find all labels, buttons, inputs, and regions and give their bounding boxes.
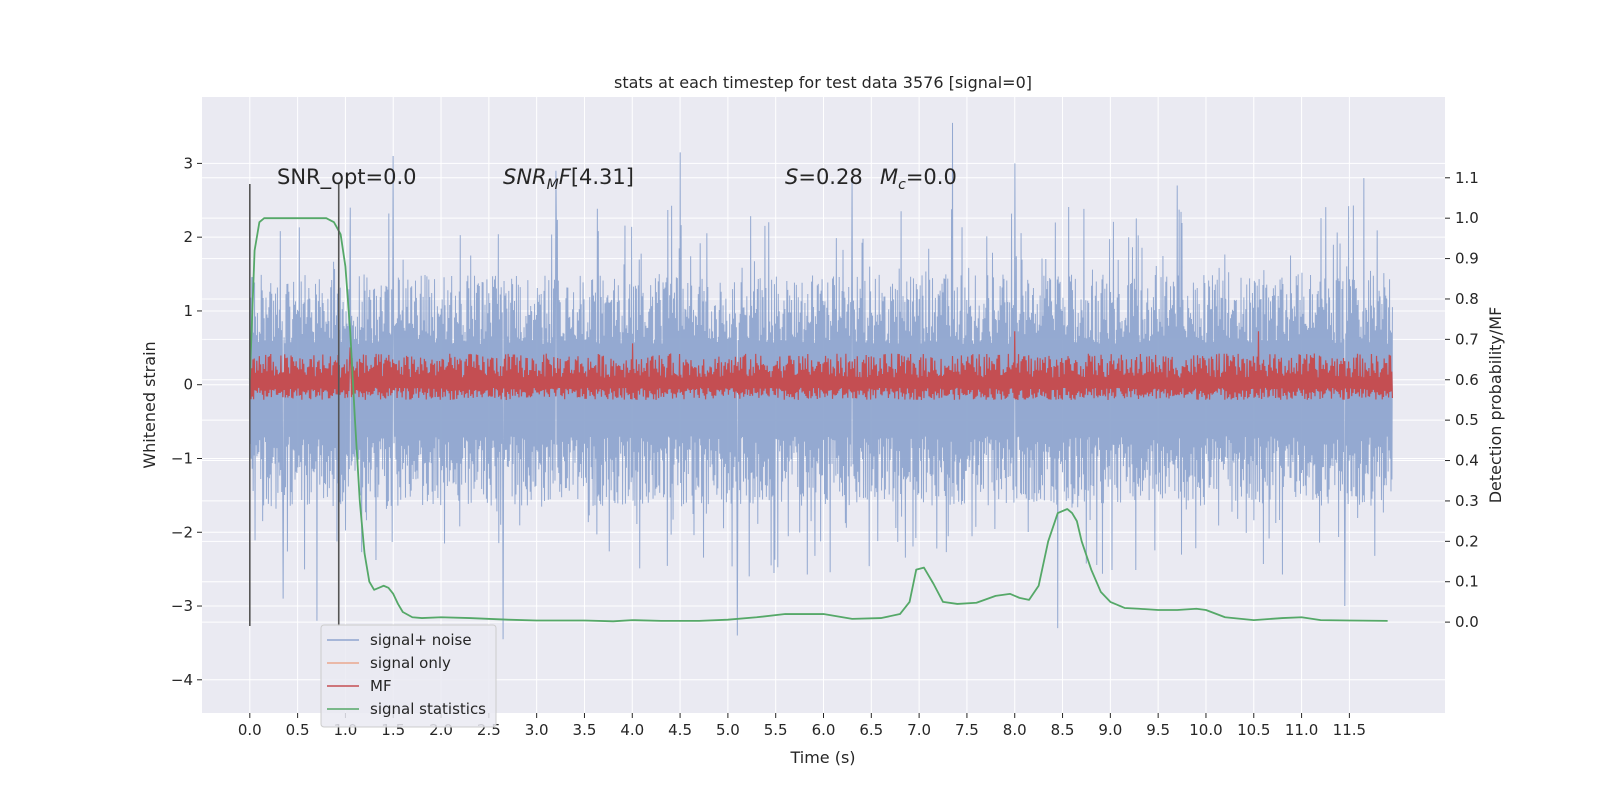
x-tick-label: 10.5: [1237, 721, 1270, 739]
y-tick-label: 0: [183, 376, 193, 394]
annotation-snr-mf-value: [4.31]: [571, 165, 634, 189]
x-tick-label: 9.0: [1098, 721, 1122, 739]
annotation-mc: Mc=0.0: [880, 165, 957, 193]
x-tick-label: 3.0: [525, 721, 549, 739]
annotation-s: S=0.28: [785, 165, 863, 189]
x-tick-label: 0.0: [238, 721, 262, 739]
y2-tick-label: 0.2: [1455, 532, 1479, 550]
series-mf: [249, 331, 1394, 400]
annotation-snr-opt: SNR_opt=0.0: [277, 165, 417, 190]
x-tick-label: 8.0: [1003, 721, 1027, 739]
x-tick-label: 4.0: [620, 721, 644, 739]
y2-tick-label: 0.0: [1455, 613, 1479, 631]
series-signal-statistics: [248, 217, 1388, 623]
y-tick-label: −4: [171, 671, 193, 689]
vertical-markers: [249, 184, 340, 626]
x-tick-label: 11.5: [1333, 721, 1366, 739]
signal-statistics-line: [248, 217, 1388, 623]
y-tick-label: 3: [183, 154, 193, 172]
y-axis-label: Whitened strain: [140, 341, 159, 468]
x-tick-label: 7.5: [955, 721, 979, 739]
annotation-snr-mf: SNRMF[4.31]: [503, 165, 634, 193]
y2-axis-label: Detection probability/MF: [1486, 307, 1505, 504]
y-tick-label: −3: [171, 597, 193, 615]
y2-tick-label: 0.1: [1455, 573, 1479, 591]
x-tick-label: 6.5: [859, 721, 883, 739]
y2-tick-label: 0.7: [1455, 330, 1479, 348]
annotation-s-value: =0.28: [798, 165, 862, 189]
y-tick-label: 1: [183, 302, 193, 320]
y-tick-label: −1: [171, 449, 193, 467]
y2-tick-label: 0.9: [1455, 250, 1479, 268]
y-tick-label: −2: [171, 523, 193, 541]
series-signal-noise: [249, 122, 1393, 640]
legend-label-signal-noise: signal+ noise: [370, 631, 472, 649]
x-axis-ticks: 0.0 0.5 1.0 1.5 2.0 2.5 3.0 3.5 4.0 4.5 5.0 5.5 6.0 6…: [238, 713, 1366, 739]
legend-label-signal-only: signal only: [370, 654, 451, 672]
legend-frame: [320, 624, 497, 728]
x-tick-label: 0.5: [286, 721, 310, 739]
x-axis-label: Time (s): [789, 748, 855, 767]
x-tick-label: 9.5: [1146, 721, 1170, 739]
y2-tick-label: 0.8: [1455, 290, 1479, 308]
x-tick-label: 10.0: [1189, 721, 1222, 739]
y2-tick-label: 1.1: [1455, 169, 1479, 187]
y2-tick-label: 1.0: [1455, 209, 1479, 227]
annotation-mc-value: =0.0: [906, 165, 957, 189]
y2-tick-label: 0.5: [1455, 411, 1479, 429]
x-tick-label: 5.0: [716, 721, 740, 739]
chart-title: stats at each timestep for test data 357…: [614, 73, 1032, 92]
y-axis-ticks: 3 2 1 0 −1 −2 −3 −4: [171, 154, 202, 689]
plot-area: [248, 122, 1394, 640]
y2-tick-label: 0.4: [1455, 452, 1479, 470]
y2-tick-label: 0.6: [1455, 371, 1479, 389]
mf-line: [249, 331, 1394, 400]
y2-axis-ticks: 1.1 1.0 0.9 0.8 0.7 0.6 0.5 0.4 0.3 0.2 0.1 0.0: [1445, 169, 1479, 631]
legend-label-signal-statistics: signal statistics: [370, 700, 486, 718]
x-tick-label: 6.0: [812, 721, 836, 739]
x-tick-label: 5.5: [764, 721, 788, 739]
x-tick-label: 3.5: [573, 721, 597, 739]
x-tick-label: 11.0: [1285, 721, 1318, 739]
x-tick-label: 8.5: [1051, 721, 1075, 739]
y2-tick-label: 0.3: [1455, 492, 1479, 510]
legend: signal+ noise signal only MF signal stat…: [320, 624, 497, 728]
x-tick-label: 7.0: [907, 721, 931, 739]
x-tick-label: 4.5: [668, 721, 692, 739]
legend-label-mf: MF: [370, 677, 392, 695]
signal-noise-line: [249, 122, 1393, 640]
y-tick-label: 2: [183, 228, 193, 246]
